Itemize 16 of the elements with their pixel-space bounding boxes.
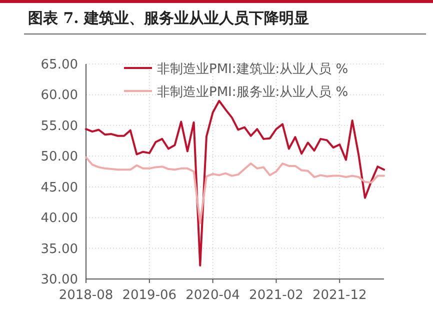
x-tick-label: 2019-06 <box>122 288 177 303</box>
legend-label: 非制造业PMI:服务业:从业人员 % <box>157 85 348 100</box>
y-tick-label: 35.00 <box>40 242 78 257</box>
y-tick-label: 45.00 <box>40 180 78 196</box>
x-tick-label: 2020-04 <box>186 288 240 303</box>
y-tick-label: 50.00 <box>40 150 78 165</box>
legend-label: 非制造业PMI:建筑业:从业人员 % <box>157 62 348 77</box>
x-tick-label: 2021-02 <box>249 288 304 303</box>
x-tick-label: 2018-08 <box>58 288 114 303</box>
y-tick-label: 60.00 <box>40 88 78 104</box>
y-tick-label: 65.00 <box>40 58 78 72</box>
x-tick-label: 2021-12 <box>312 288 367 303</box>
y-tick-label: 30.00 <box>40 272 78 288</box>
y-tick-label: 55.00 <box>40 118 78 134</box>
y-tick-label: 40.00 <box>40 211 78 226</box>
chart-title: 图表 7. 建筑业、服务业从业人员下降明显 <box>28 9 310 27</box>
